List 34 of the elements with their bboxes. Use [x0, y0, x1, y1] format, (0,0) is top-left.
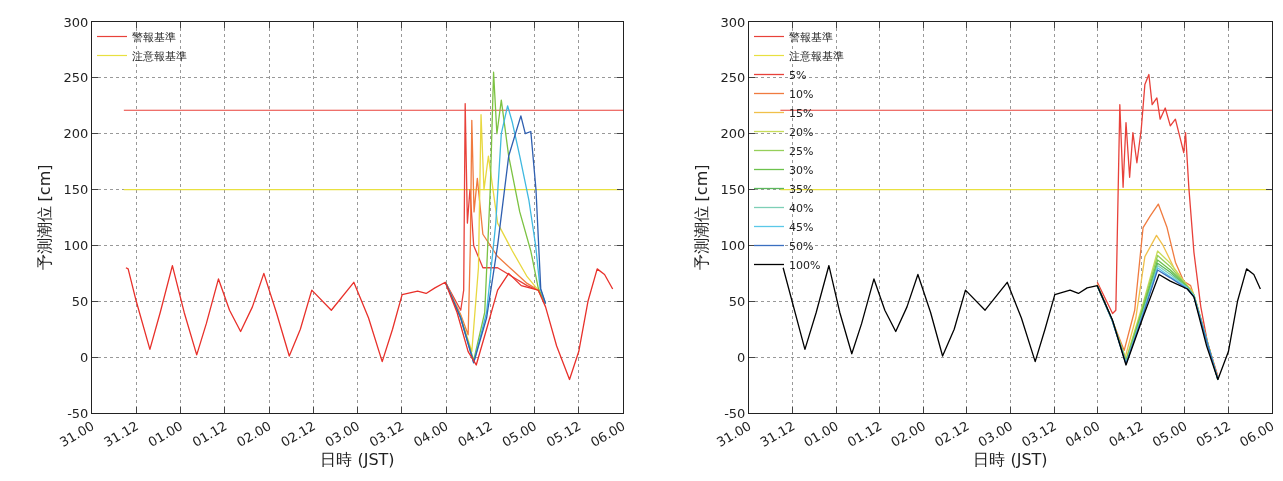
legend-label: 25% — [789, 144, 814, 158]
y-tick-label: 150 — [720, 182, 746, 198]
y-tick-label: 50 — [71, 293, 89, 309]
legend-label: 40% — [789, 201, 814, 215]
legend-label: 15% — [789, 106, 814, 120]
legend-label: 50% — [789, 239, 814, 253]
x-axis-title: 日時 (JST) — [973, 449, 1048, 469]
legend-label: 5% — [789, 68, 807, 82]
y-tick-label: 50 — [728, 293, 746, 309]
legend-label: 警報基準 — [789, 30, 833, 44]
y-tick-label: 0 — [737, 349, 746, 365]
y-tick-label: -50 — [724, 405, 746, 421]
legend-label: 20% — [789, 125, 814, 139]
y-tick-label: 250 — [720, 70, 746, 86]
legend-label: 警報基準 — [132, 30, 176, 44]
y-tick-label: 200 — [720, 126, 746, 142]
y-axis-title: 予測潮位 [cm] — [692, 164, 712, 271]
legend-label: 10% — [789, 87, 814, 101]
y-tick-label: 200 — [63, 126, 89, 142]
y-tick-label: -50 — [67, 405, 89, 421]
y-tick-label: 150 — [63, 182, 89, 198]
y-tick-label: 300 — [720, 14, 746, 30]
x-axis-title: 日時 (JST) — [320, 449, 395, 469]
legend-label: 45% — [789, 220, 814, 234]
legend-label: 注意報基準 — [132, 49, 187, 63]
y-tick-label: 300 — [63, 14, 89, 30]
legend-label: 100% — [789, 258, 821, 272]
legend-label: 注意報基準 — [789, 49, 844, 63]
y-tick-label: 100 — [720, 237, 746, 253]
y-tick-label: 100 — [63, 237, 89, 253]
y-tick-label: 250 — [63, 70, 89, 86]
y-tick-label: 0 — [80, 349, 89, 365]
legend-label: 30% — [789, 163, 814, 177]
y-axis-title: 予測潮位 [cm] — [35, 164, 55, 271]
